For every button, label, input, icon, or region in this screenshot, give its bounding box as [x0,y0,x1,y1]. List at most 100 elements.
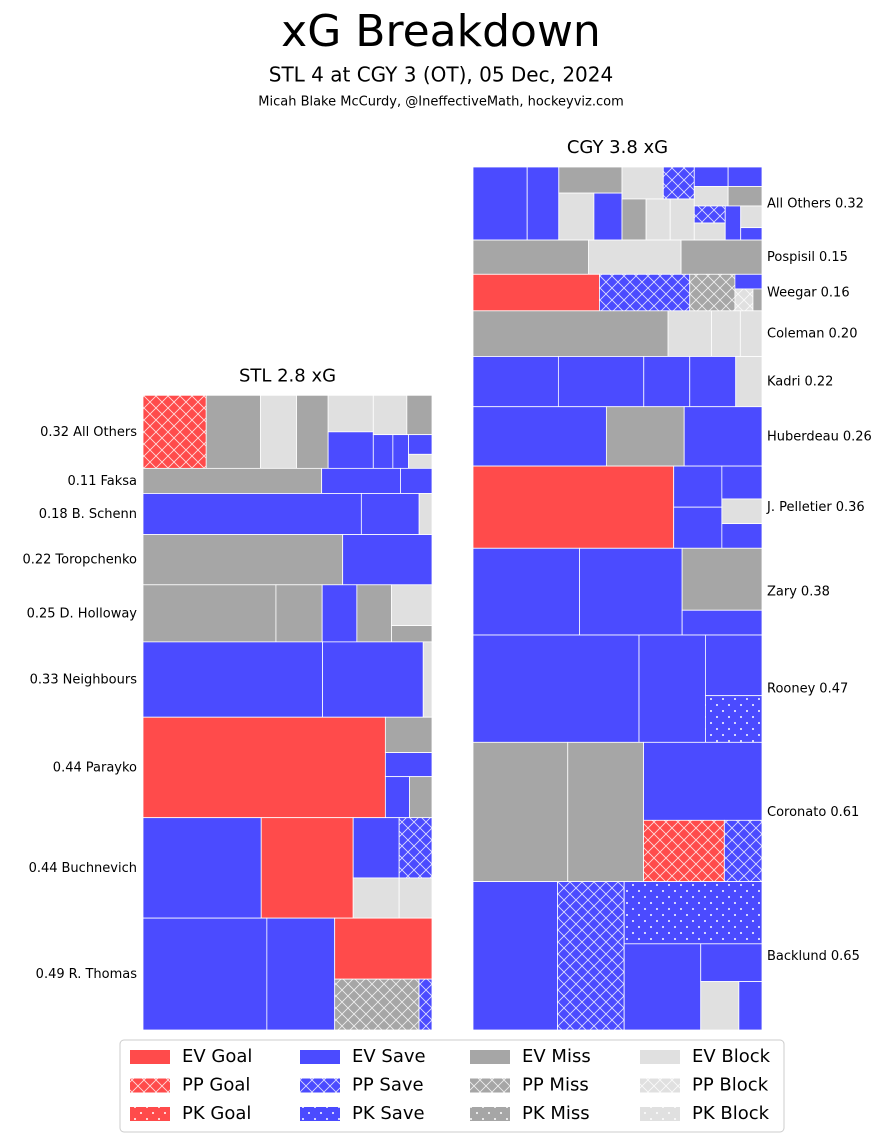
label-part: All Others [767,196,831,211]
shot [142,467,323,494]
shot [142,394,207,469]
player-label: 0.44 Buchnevich [29,860,137,875]
shot [740,205,763,229]
shot [384,752,433,778]
label-part: J. Pelletier [766,500,832,515]
shot [579,547,683,636]
shot [392,434,409,469]
label-part: 0.44 [53,760,82,775]
label-part: 0.65 [831,948,860,963]
legend-label: PP Miss [522,1075,589,1096]
credit: Micah Blake McCurdy, @IneffectiveMath, h… [258,95,624,110]
shot [727,186,763,207]
legend-label: EV Save [352,1046,426,1067]
shot [142,716,386,819]
label-part: Toropchenko [54,552,137,567]
player-label: Backlund 0.65 [767,948,860,963]
legend-swatch [130,1050,170,1064]
label-part: Parayko [86,760,137,775]
shot [391,584,433,626]
shot [557,356,645,408]
shot [740,227,763,241]
player-label: 0.32 All Others [40,424,137,439]
shot [260,394,297,469]
shot [260,817,354,919]
shot [472,465,675,549]
label-part: Huberdeau [767,429,839,444]
shot [472,406,607,467]
shot [705,634,763,697]
shot [384,716,433,753]
shot [693,186,729,207]
shot [673,506,723,549]
label-part: 0.44 [29,860,58,875]
shot [605,406,685,467]
shot [643,741,763,821]
shot [472,310,669,357]
legend-swatch [300,1078,340,1093]
player-label: 0.44 Parayko [53,760,137,775]
shot [680,239,763,275]
label-part: Kadri [767,374,800,389]
shot [334,917,433,980]
shot [752,288,763,312]
legend-swatch [640,1107,680,1121]
shot [638,634,706,743]
shot [567,741,644,883]
shot [643,356,691,408]
shot [472,881,558,1031]
label-part: Buchnevich [62,860,137,875]
shot [738,981,763,1031]
shot [360,493,420,535]
label-part: 0.49 [36,967,65,982]
legend-label: EV Block [692,1046,771,1067]
label-part: Neighbours [63,672,138,687]
player-label: Kadri 0.22 [767,374,833,389]
shot [352,877,400,919]
label-part: 0.11 [68,473,97,488]
shot [721,523,763,549]
shot [327,394,374,433]
player-label: Coleman 0.20 [767,326,857,341]
shot [721,498,763,525]
legend-swatch [470,1050,510,1064]
player-label: 0.11 Faksa [68,473,137,488]
shot [418,493,433,535]
shot [398,817,433,879]
player-label: Pospisil 0.15 [767,250,848,265]
shot [593,192,623,241]
label-part: 0.47 [819,681,848,696]
legend-label: PP Block [692,1075,769,1096]
subtitle: STL 4 at CGY 3 (OT), 05 Dec, 2024 [269,63,613,87]
shot [557,881,625,1031]
legend-swatch [300,1107,340,1121]
shot [472,273,600,312]
shot [296,394,329,469]
player-label: 0.22 Toropchenko [22,552,137,567]
label-part: B. Schenn [72,507,137,522]
label-part: D. Holloway [60,606,138,621]
label-part: R. Thomas [69,967,138,982]
shot [142,534,344,586]
shot [321,584,358,643]
shot [693,222,726,241]
team-title: CGY 3.8 xG [567,137,668,158]
shot [621,166,664,200]
legend-label: PK Miss [522,1103,590,1124]
legend-label: PP Save [352,1075,424,1096]
shot [693,166,729,187]
label-part: 0.22 [22,552,51,567]
player-label: 0.18 B. Schenn [39,507,137,522]
shot [667,310,712,357]
shot [408,434,433,455]
legend-label: EV Goal [182,1046,252,1067]
label-part: Faksa [100,473,137,488]
label-part: All Others [73,424,137,439]
shot [400,467,433,494]
label-part: 0.18 [39,507,68,522]
shot [645,198,671,241]
shot [669,198,695,241]
label-part: Weegar [767,285,817,300]
label-part: 0.26 [843,429,872,444]
